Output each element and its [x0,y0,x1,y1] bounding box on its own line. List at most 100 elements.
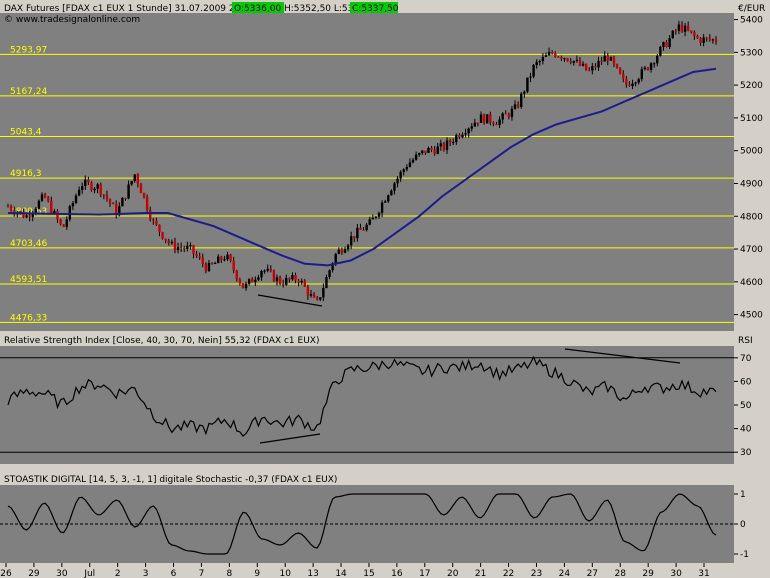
candle-body [362,229,365,231]
candle-body [34,208,38,213]
price-panel[interactable] [0,13,734,331]
candle-body [31,212,34,217]
date-tick-label: 17 [419,569,430,578]
candle-body [40,194,44,201]
candle-body [288,277,291,280]
level-label: 5167,24 [10,87,47,97]
candle-body [445,140,449,150]
candle-body [439,143,443,147]
candle-body [470,126,473,129]
candle-body [328,270,331,278]
candle-body [164,238,167,241]
candle-body [699,38,702,43]
candle-body [105,194,109,199]
candle-body [427,147,430,153]
candle-body [563,58,566,60]
price-y-axis: 4500 4600 4700 4800 4900 5000 5100 5200 5300 5400 [734,16,763,321]
candle-body [356,227,359,239]
candle-body [374,216,378,218]
date-tick-label: 14 [335,569,347,578]
rsi-guides [0,357,734,453]
candle-body [529,76,532,78]
candle-body [662,42,665,47]
candle-body [609,57,613,61]
date-tick-label: 29 [642,569,654,578]
candle-body [693,31,696,36]
candle-body [560,56,563,59]
candle-body [19,211,22,213]
level-label: 4476,33 [10,313,47,323]
candle-body [303,280,307,287]
price-y-tick-label: 4700 [740,245,763,255]
candle-body [656,55,659,64]
candle-body [77,189,81,196]
candle-body [452,142,455,144]
candle-body [532,64,535,77]
candle-body [615,64,619,68]
stochastic-y-tick-label: -1 [740,550,749,560]
candle-body [294,275,297,281]
candle-body [217,256,220,264]
candle-body [390,190,393,196]
candle-body [659,46,662,56]
candle-body [708,37,712,40]
candle-body [315,297,319,300]
rsi-y-tick-label: 30 [740,448,752,458]
open-value-badge: O:5336,00 [232,2,284,14]
price-unit-label: €/EUR [738,4,765,14]
candle-body [269,268,272,271]
rsi-panel[interactable] [0,346,734,464]
candle-body [383,201,387,203]
candle-body [547,52,551,56]
level-label: 5043,4 [10,127,42,137]
candle-body [365,224,368,231]
candle-body [702,37,705,43]
candle-body [56,210,59,220]
candle-body [325,277,328,289]
candle-body [705,37,708,39]
candle-body [183,247,186,249]
candle-body [207,262,211,272]
rsi-top-label: RSI [738,336,753,346]
candle-body [84,179,87,187]
candle-body [569,60,572,63]
candle-body [278,277,282,284]
candle-body [152,219,155,221]
candle-body [272,270,276,282]
candle-body [424,150,427,153]
candle-body [498,119,501,125]
candle-body [686,25,690,31]
candle-body [371,217,375,220]
candle-body [46,197,50,201]
candle-body [594,66,597,68]
candle-body [402,169,405,172]
price-y-tick-label: 5300 [740,48,763,58]
candle-body [393,183,396,191]
candle-body [606,55,609,61]
candle-body [179,246,183,248]
candle-body [229,254,232,261]
candle-body [690,30,693,32]
date-tick-label: 31 [698,569,709,578]
date-tick-label: 3 [143,569,149,578]
candle-body [118,206,121,216]
candle-body [285,277,288,285]
candle-body [220,256,223,260]
candle-body [368,219,371,225]
candle-body [566,58,569,61]
rsi-trendline-low [259,433,321,444]
candle-body [467,128,470,134]
candle-body [343,249,347,253]
candle-body [25,215,28,218]
date-tick-label: 13 [307,569,318,578]
candle-body [127,184,130,199]
rsi-title: Relative Strength Index [Close, 40, 30, … [4,336,319,346]
candle-body [22,211,25,218]
candle-body [223,259,226,261]
candle-body [260,270,263,278]
candle-body [173,241,177,251]
level-label: 4703,46 [10,239,47,249]
candle-body [74,195,78,203]
candle-body [683,25,687,32]
